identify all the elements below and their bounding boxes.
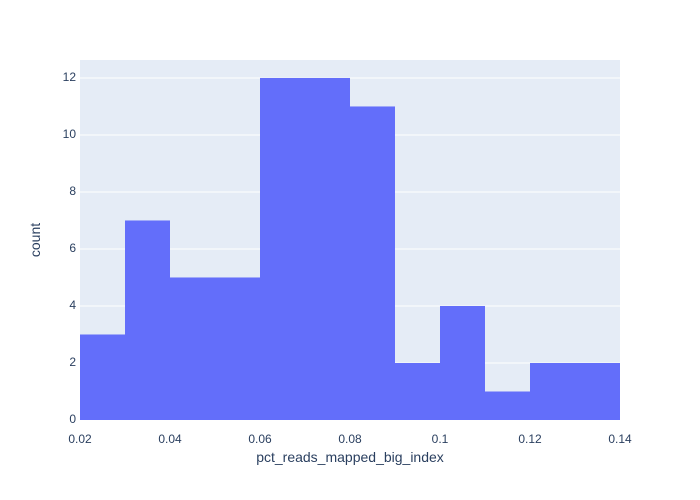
x-tick-label: 0.02 bbox=[68, 432, 92, 446]
y-tick-label: 8 bbox=[69, 184, 76, 198]
x-tick-label: 0.04 bbox=[158, 432, 182, 446]
x-tick-label: 0.12 bbox=[518, 432, 542, 446]
histogram-bar[interactable] bbox=[305, 77, 350, 420]
histogram-bars bbox=[80, 77, 620, 420]
y-axis-title: count bbox=[27, 223, 43, 257]
histogram-bar[interactable] bbox=[125, 220, 170, 420]
x-tick-label: 0.1 bbox=[432, 432, 449, 446]
histogram-bar[interactable] bbox=[215, 277, 260, 420]
histogram-bar[interactable] bbox=[260, 77, 305, 420]
y-tick-label: 6 bbox=[69, 241, 76, 255]
y-tick-label: 0 bbox=[69, 412, 76, 426]
histogram-bar[interactable] bbox=[530, 362, 575, 420]
y-tick-label: 4 bbox=[69, 298, 76, 312]
histogram-bar[interactable] bbox=[170, 277, 215, 420]
x-axis-title: pct_reads_mapped_big_index bbox=[256, 449, 444, 465]
histogram-bar[interactable] bbox=[80, 334, 125, 420]
y-tick-label: 10 bbox=[63, 127, 77, 141]
x-axis-ticks: 0.02 0.04 0.06 0.08 0.1 0.12 0.14 bbox=[68, 432, 632, 446]
histogram-bar[interactable] bbox=[575, 362, 620, 420]
y-tick-label: 2 bbox=[69, 355, 76, 369]
histogram-bar[interactable] bbox=[440, 305, 485, 420]
histogram-bar[interactable] bbox=[395, 362, 440, 420]
x-tick-label: 0.08 bbox=[338, 432, 362, 446]
histogram-bar[interactable] bbox=[350, 106, 395, 420]
y-axis-ticks: 0 2 4 6 8 10 12 bbox=[63, 70, 77, 426]
y-tick-label: 12 bbox=[63, 70, 77, 84]
x-tick-label: 0.06 bbox=[248, 432, 272, 446]
x-tick-label: 0.14 bbox=[608, 432, 632, 446]
histogram-bar[interactable] bbox=[485, 391, 530, 420]
